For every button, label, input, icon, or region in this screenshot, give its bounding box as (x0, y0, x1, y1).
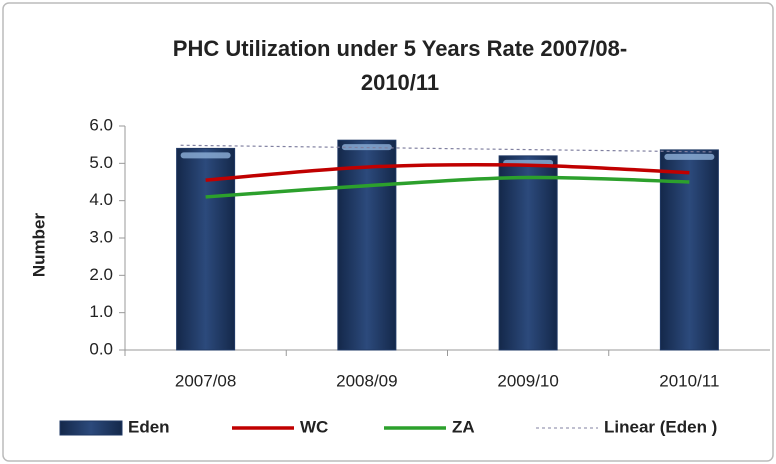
legend-label: ZA (452, 417, 475, 436)
legend-swatch (59, 420, 123, 436)
bar (659, 149, 719, 351)
bar-highlight (664, 153, 715, 160)
y-tick-label: 0.0 (89, 339, 113, 358)
line (205, 162, 690, 182)
y-tick-label: 2.0 (89, 265, 113, 284)
y-tick-label: 1.0 (89, 302, 113, 321)
x-tick-label: 2007/08 (175, 371, 236, 390)
chart-title: PHC Utilization under 5 Years Rate 2007/… (173, 36, 627, 61)
bar (337, 139, 397, 351)
chart-title: 2010/11 (361, 70, 439, 95)
x-tick-label: 2010/11 (659, 371, 719, 390)
y-tick-label: 6.0 (89, 115, 113, 134)
legend-label: Eden (128, 417, 170, 436)
y-tick-label: 5.0 (89, 153, 113, 172)
bar-highlight (180, 152, 231, 159)
x-tick-label: 2008/09 (336, 371, 397, 390)
legend-label: WC (300, 417, 328, 436)
bar (176, 147, 236, 351)
x-tick-label: 2009/10 (497, 371, 558, 390)
y-tick-label: 4.0 (89, 190, 113, 209)
legend-label: Linear (Eden ) (604, 417, 717, 436)
bar (498, 155, 558, 351)
y-axis-label: Number (29, 213, 48, 278)
y-tick-label: 3.0 (89, 227, 113, 246)
trendline (180, 144, 715, 153)
line (205, 175, 690, 199)
